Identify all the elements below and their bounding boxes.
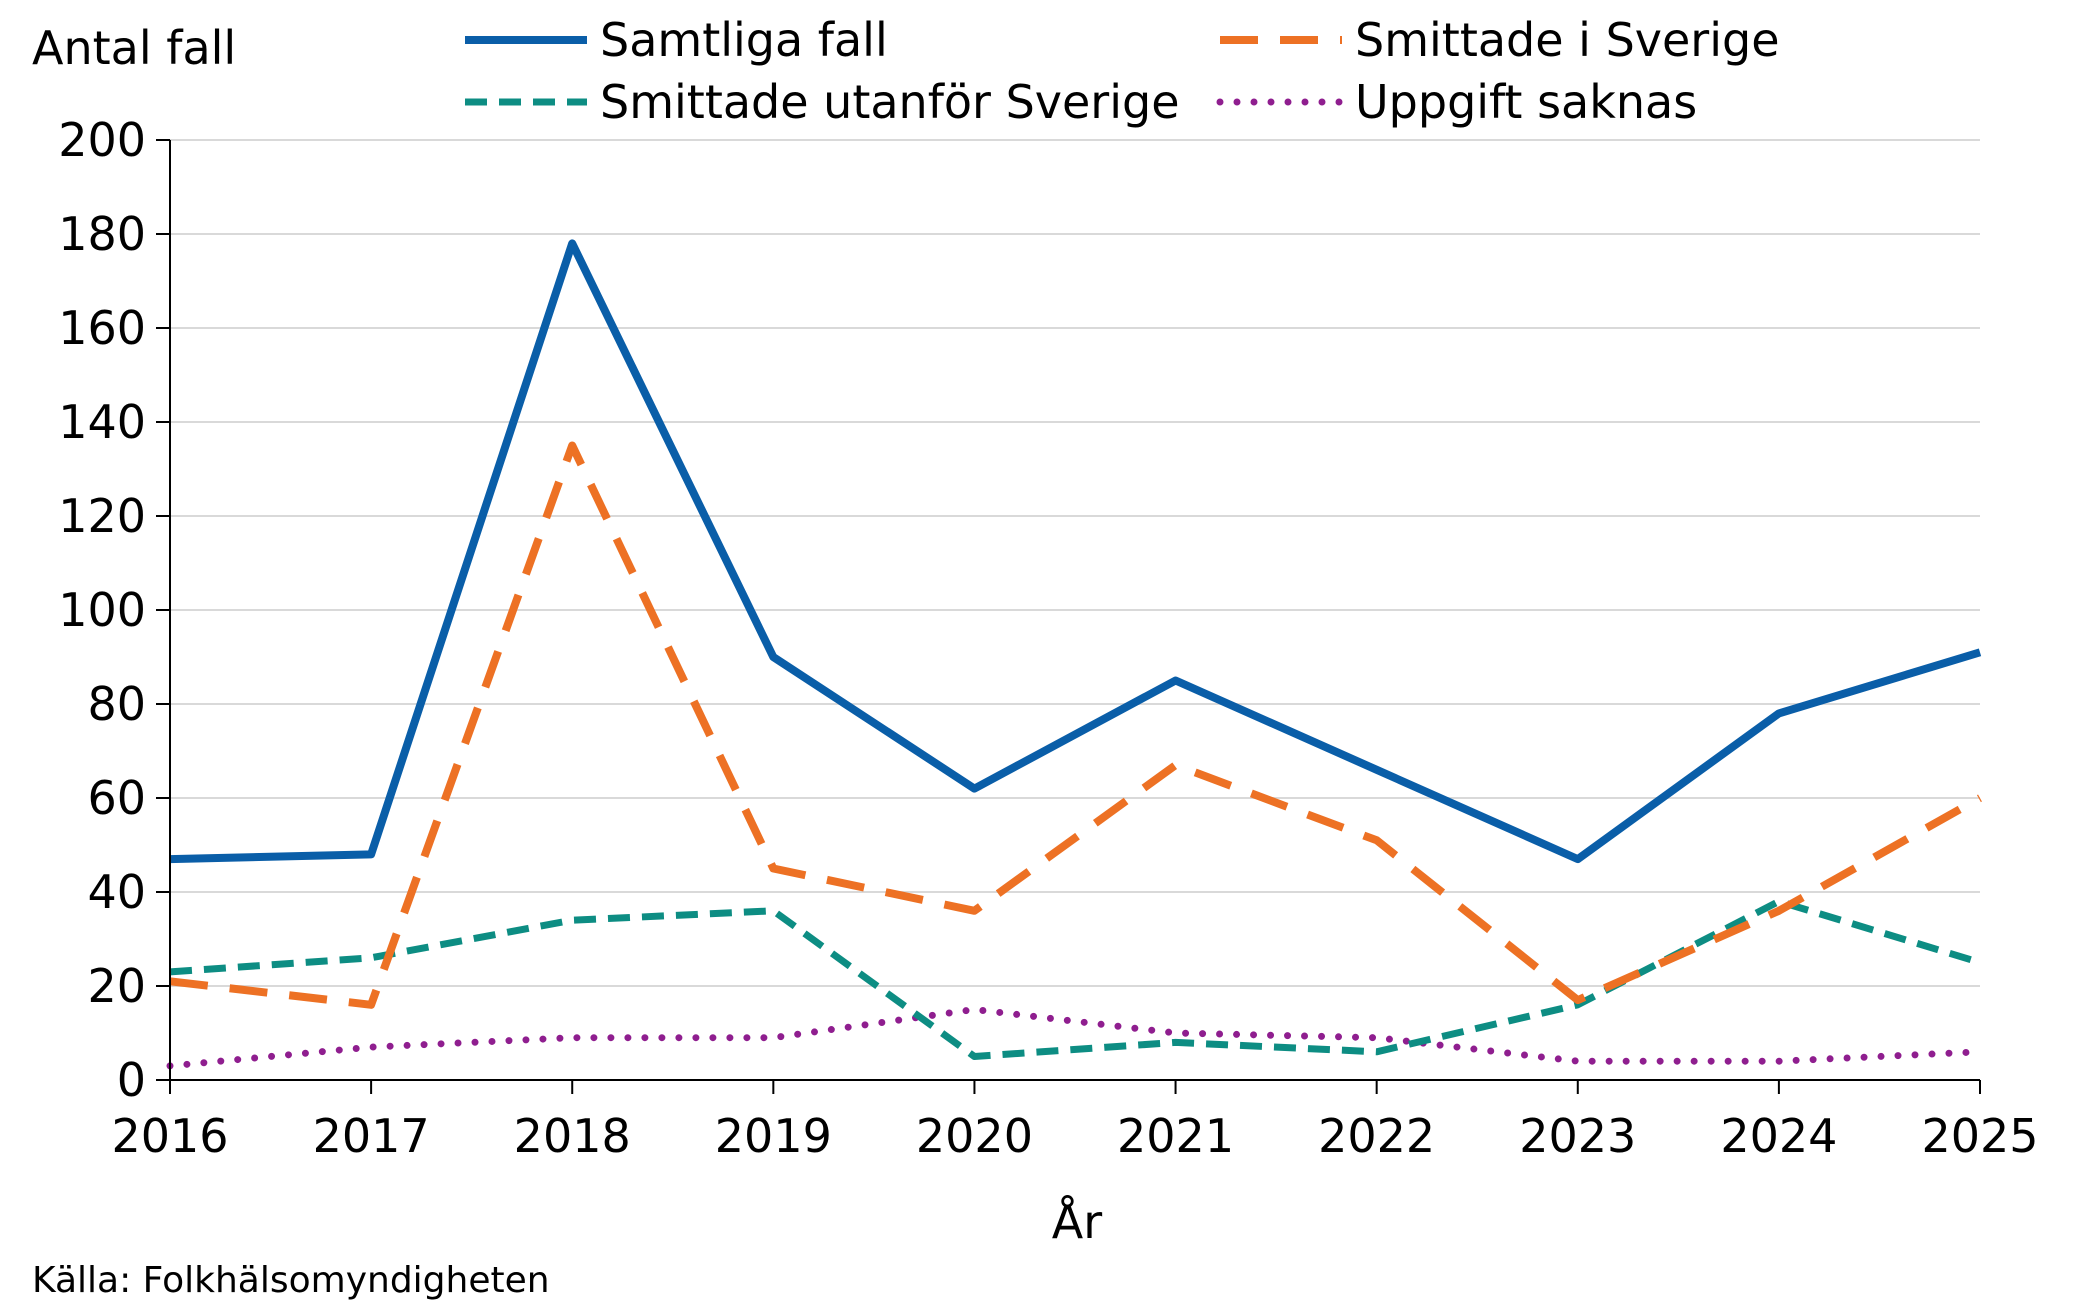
x-tick-label: 2020 — [916, 1109, 1033, 1163]
y-tick-label: 140 — [58, 395, 146, 449]
y-tick-label: 160 — [58, 301, 146, 355]
y-tick-label: 100 — [58, 583, 146, 637]
series-line-samtliga-fall — [169, 239, 1982, 864]
legend-label-samtliga-fall: Samtliga fall — [600, 13, 888, 67]
tick-labels: 0 20 40 60 80 100 120 140 160 180 200 2016 2017 2018 2… — [58, 113, 2038, 1163]
legend-label-uppgift-saknas: Uppgift saknas — [1355, 75, 1697, 129]
y-tick-label: 200 — [58, 113, 146, 167]
legend: Samtliga fall Smittade i Sverige Smittade … — [465, 13, 1780, 129]
y-tick-label: 120 — [58, 489, 146, 543]
y-tick-label: 180 — [58, 207, 146, 261]
x-axis-title: År — [1052, 1195, 1102, 1249]
series-line-uppgift-saknas — [166, 1006, 1984, 1070]
axes — [156, 139, 1981, 1094]
x-tick-label: 2021 — [1117, 1109, 1234, 1163]
x-tick-label: 2017 — [313, 1109, 430, 1163]
series-lines — [166, 239, 1984, 1070]
y-tick-label: 80 — [87, 677, 146, 731]
y-tick-label: 20 — [87, 959, 146, 1013]
x-tick-label: 2022 — [1318, 1109, 1435, 1163]
x-tick-label: 2016 — [111, 1109, 228, 1163]
x-tick-label: 2019 — [715, 1109, 832, 1163]
legend-label-smittade-i-sverige: Smittade i Sverige — [1355, 13, 1780, 67]
x-tick-label: 2018 — [514, 1109, 631, 1163]
x-tick-label: 2023 — [1519, 1109, 1636, 1163]
x-tick-label: 2024 — [1720, 1109, 1837, 1163]
y-tick-label: 40 — [87, 865, 146, 919]
series-line-smittade-i-sverige — [169, 441, 1982, 1009]
y-tick-label: 0 — [117, 1053, 146, 1107]
source-note: Källa: Folkhälsomyndigheten — [32, 1260, 550, 1300]
gridlines — [170, 139, 1980, 987]
x-tick-label: 2025 — [1921, 1109, 2038, 1163]
legend-label-smittade-utanf-r-sverige: Smittade utanför Sverige — [600, 75, 1180, 129]
y-tick-label: 60 — [87, 771, 146, 825]
y-axis-title: Antal fall — [32, 21, 236, 75]
series-line-smittade-utanf-r-sverige — [169, 897, 1982, 1060]
